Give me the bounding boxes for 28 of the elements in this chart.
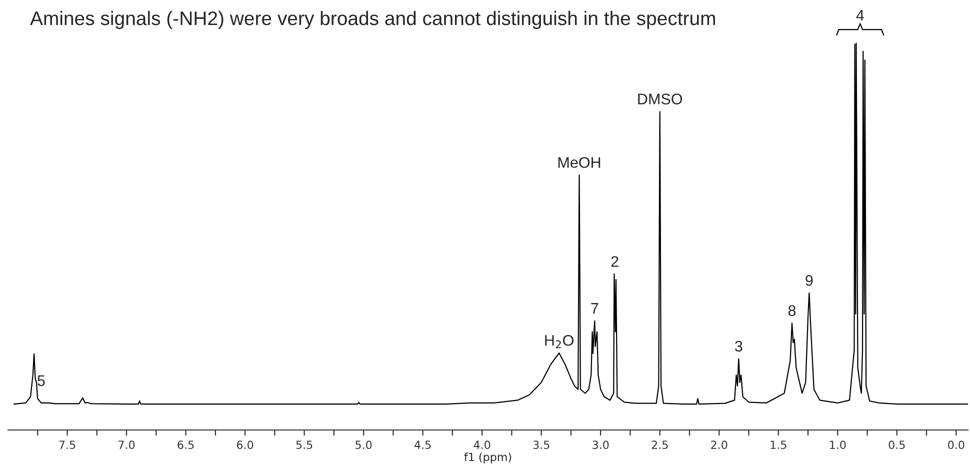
x-tick-label: 5.0 — [356, 440, 372, 450]
annotation: 2 — [611, 256, 618, 267]
x-axis-title: f1 (ppm) — [464, 452, 512, 464]
x-tick-label: 5.5 — [296, 440, 312, 450]
chart-title: Amines signals (-NH2) were very broads and cannot distinguish in the spectrum — [30, 10, 715, 30]
x-tick-label: 2.5 — [652, 440, 668, 450]
annotation: 5 — [38, 375, 45, 386]
x-tick-label: 0.5 — [888, 440, 905, 450]
x-tick-label: 1.0 — [830, 440, 846, 450]
annotation: MeOH — [558, 157, 600, 168]
x-tick-label: 4.0 — [474, 440, 490, 450]
x-tick-label: 7.0 — [118, 440, 135, 450]
annotation: 7 — [591, 303, 598, 314]
x-tick-label: 4.5 — [414, 440, 431, 450]
x-tick-label: 7.5 — [59, 440, 76, 450]
x-tick-label: 3.0 — [592, 440, 609, 450]
annotation: H$_{2}$O — [545, 334, 574, 348]
annotation: DMSO — [638, 94, 682, 104]
annotation: 3 — [735, 340, 742, 352]
x-tick-label: 3.5 — [533, 440, 550, 450]
annotation: 4 — [856, 10, 864, 21]
x-tick-label: 0.0 — [948, 440, 964, 450]
x-tick-label: 6.0 — [236, 440, 254, 450]
annotation: 9 — [806, 275, 813, 286]
x-tick-label: 1.5 — [770, 440, 786, 450]
x-tick-label: 2.0 — [711, 440, 728, 450]
x-tick-label: 6.5 — [178, 440, 194, 450]
annotation: 8 — [788, 305, 796, 316]
